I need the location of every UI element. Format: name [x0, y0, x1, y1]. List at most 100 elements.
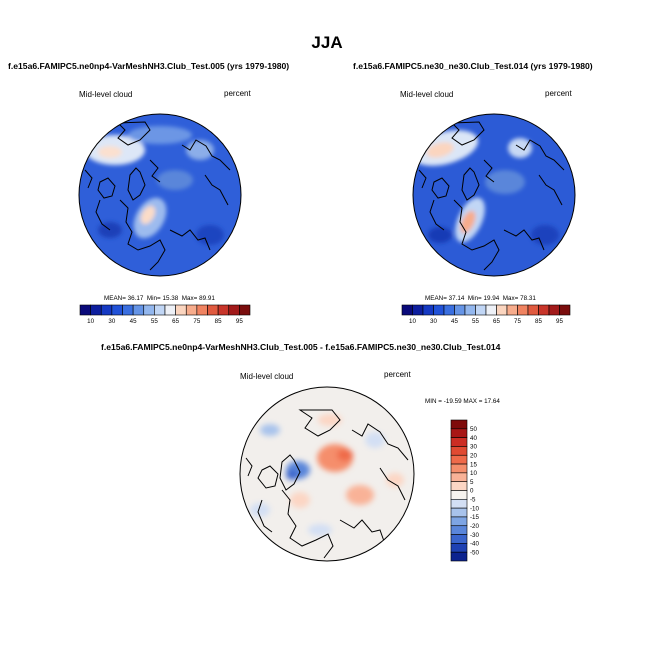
left-colorbar-swatch	[239, 304, 251, 316]
right-colorbar-swatch	[464, 304, 476, 316]
difference-colorbar-tick-label: -15	[470, 514, 480, 521]
right-colorbar-tick-label: 75	[514, 318, 521, 325]
difference-colorbar-swatch	[450, 437, 468, 447]
difference-polar-map	[239, 386, 415, 562]
left-colorbar-swatch	[79, 304, 91, 316]
difference-colorbar-tick-label: -40	[470, 541, 480, 548]
left-colorbar-swatch	[175, 304, 187, 316]
right-colorbar-swatch	[433, 304, 445, 316]
right-colorbar-swatch	[454, 304, 466, 316]
right-colorbar-swatch	[559, 304, 571, 316]
left-colorbar-tick-label: 55	[151, 318, 158, 325]
left-colorbar-swatch	[228, 304, 240, 316]
left-colorbar-swatch	[164, 304, 176, 316]
difference-colorbar-tick-label: 30	[470, 444, 477, 451]
right-colorbar-swatch	[496, 304, 508, 316]
difference-colorbar-tick-label: -30	[470, 532, 480, 539]
left-panel-title: f.e15a6.FAMIPC5.ne0np4-VarMeshNH3.Club_T…	[8, 61, 290, 71]
right-stats: MEAN= 37.14 Min= 19.94 Max= 78.31	[425, 295, 536, 302]
right-colorbar-swatch	[401, 304, 413, 316]
left-colorbar-swatch	[217, 304, 230, 316]
difference-colorbar-swatch	[450, 507, 468, 518]
difference-colorbar-tick-label: 5	[470, 479, 474, 486]
right-colorbar-swatch	[527, 304, 539, 316]
difference-colorbar-swatch	[450, 499, 468, 509]
right-colorbar-swatch	[538, 304, 550, 316]
difference-colorbar-swatch	[450, 419, 468, 430]
difference-colorbar-swatch	[450, 543, 468, 553]
difference-colorbar-swatch	[450, 472, 468, 482]
left-colorbar-swatch	[111, 304, 123, 316]
left-colorbar-swatch	[122, 304, 134, 316]
right-colorbar-tick-label: 55	[472, 318, 479, 325]
left-colorbar-swatch	[196, 304, 208, 316]
difference-colorbar-swatch	[450, 481, 468, 491]
difference-colorbar-tick-label: 10	[470, 470, 477, 477]
difference-colorbar-tick-label: 50	[470, 426, 477, 433]
right-colorbar-swatch	[506, 304, 518, 316]
right-colorbar-swatch	[475, 304, 487, 316]
difference-colorbar-swatch	[450, 490, 468, 500]
right-colorbar-swatch	[443, 304, 455, 316]
difference-colorbar-tick-label: -20	[470, 523, 480, 530]
left-stats: MEAN= 36.17 Min= 15.38 Max= 89.91	[104, 295, 215, 302]
difference-colorbar-tick-label: -10	[470, 505, 480, 512]
right-colorbar-swatch	[422, 304, 434, 316]
difference-panel-title: f.e15a6.FAMIPC5.ne0np4-VarMeshNH3.Club_T…	[101, 342, 501, 352]
right-colorbar-swatch	[517, 304, 529, 316]
difference-colorbar-swatch	[450, 446, 468, 456]
right-polar-map	[412, 113, 576, 277]
left-colorbar-tick-label: 45	[130, 318, 137, 325]
right-variable-label: Mid-level cloud	[400, 90, 454, 99]
right-colorbar-tick-label: 65	[493, 318, 500, 325]
right-colorbar-swatch	[548, 304, 560, 316]
difference-colorbar-tick-label: 20	[470, 452, 477, 459]
left-colorbar-swatch	[207, 304, 219, 316]
left-colorbar: 10 30 45 55 65 75 85 95	[79, 304, 251, 325]
left-colorbar-swatch	[132, 304, 145, 316]
difference-colorbar-swatch	[450, 463, 468, 474]
right-panel-title: f.e15a6.FAMIPC5.ne30_ne30.Club_Test.014 …	[353, 61, 593, 71]
left-colorbar-swatch	[185, 304, 198, 316]
right-colorbar-tick-label: 95	[556, 318, 563, 325]
difference-colorbar-swatch	[450, 516, 468, 527]
difference-colorbar-swatch	[450, 525, 468, 535]
right-units-label: percent	[545, 89, 572, 98]
difference-colorbar-swatch	[450, 551, 468, 562]
left-polar-map	[78, 113, 242, 277]
difference-colorbar-tick-label: 40	[470, 435, 477, 442]
difference-units-label: percent	[384, 370, 411, 379]
left-colorbar-swatch	[100, 304, 113, 316]
right-colorbar-tick-label: 10	[409, 318, 416, 325]
left-variable-label: Mid-level cloud	[79, 90, 133, 99]
right-colorbar-tick-label: 85	[535, 318, 542, 325]
left-colorbar-tick-label: 30	[108, 318, 115, 325]
left-units-label: percent	[224, 89, 251, 98]
difference-colorbar-swatch	[450, 534, 468, 544]
right-colorbar: 10 30 45 55 65 75 85 95	[401, 304, 571, 325]
left-colorbar-swatch	[154, 304, 166, 316]
difference-colorbar-swatch	[450, 428, 468, 438]
left-coastlines	[84, 121, 231, 271]
difference-colorbar-tick-label: -50	[470, 549, 480, 556]
left-colorbar-tick-label: 10	[87, 318, 94, 325]
left-colorbar-tick-label: 65	[172, 318, 179, 325]
difference-minmax: MIN = -19.59 MAX = 17.64	[425, 398, 500, 405]
left-colorbar-swatch	[90, 304, 102, 316]
right-coastlines	[418, 121, 565, 271]
difference-variable-label: Mid-level cloud	[240, 372, 294, 381]
left-colorbar-tick-label: 85	[215, 318, 222, 325]
right-colorbar-tick-label: 30	[430, 318, 437, 325]
difference-colorbar-tick-label: 0	[470, 488, 474, 495]
right-colorbar-tick-label: 45	[451, 318, 458, 325]
left-colorbar-swatch	[143, 304, 155, 316]
left-colorbar-tick-label: 95	[236, 318, 243, 325]
difference-coastlines	[245, 409, 409, 559]
right-colorbar-swatch	[412, 304, 424, 316]
left-colorbar-tick-label: 75	[193, 318, 200, 325]
page-title: JJA	[311, 33, 343, 52]
difference-colorbar-tick-label: -5	[470, 497, 476, 504]
difference-colorbar-swatch	[450, 454, 468, 465]
